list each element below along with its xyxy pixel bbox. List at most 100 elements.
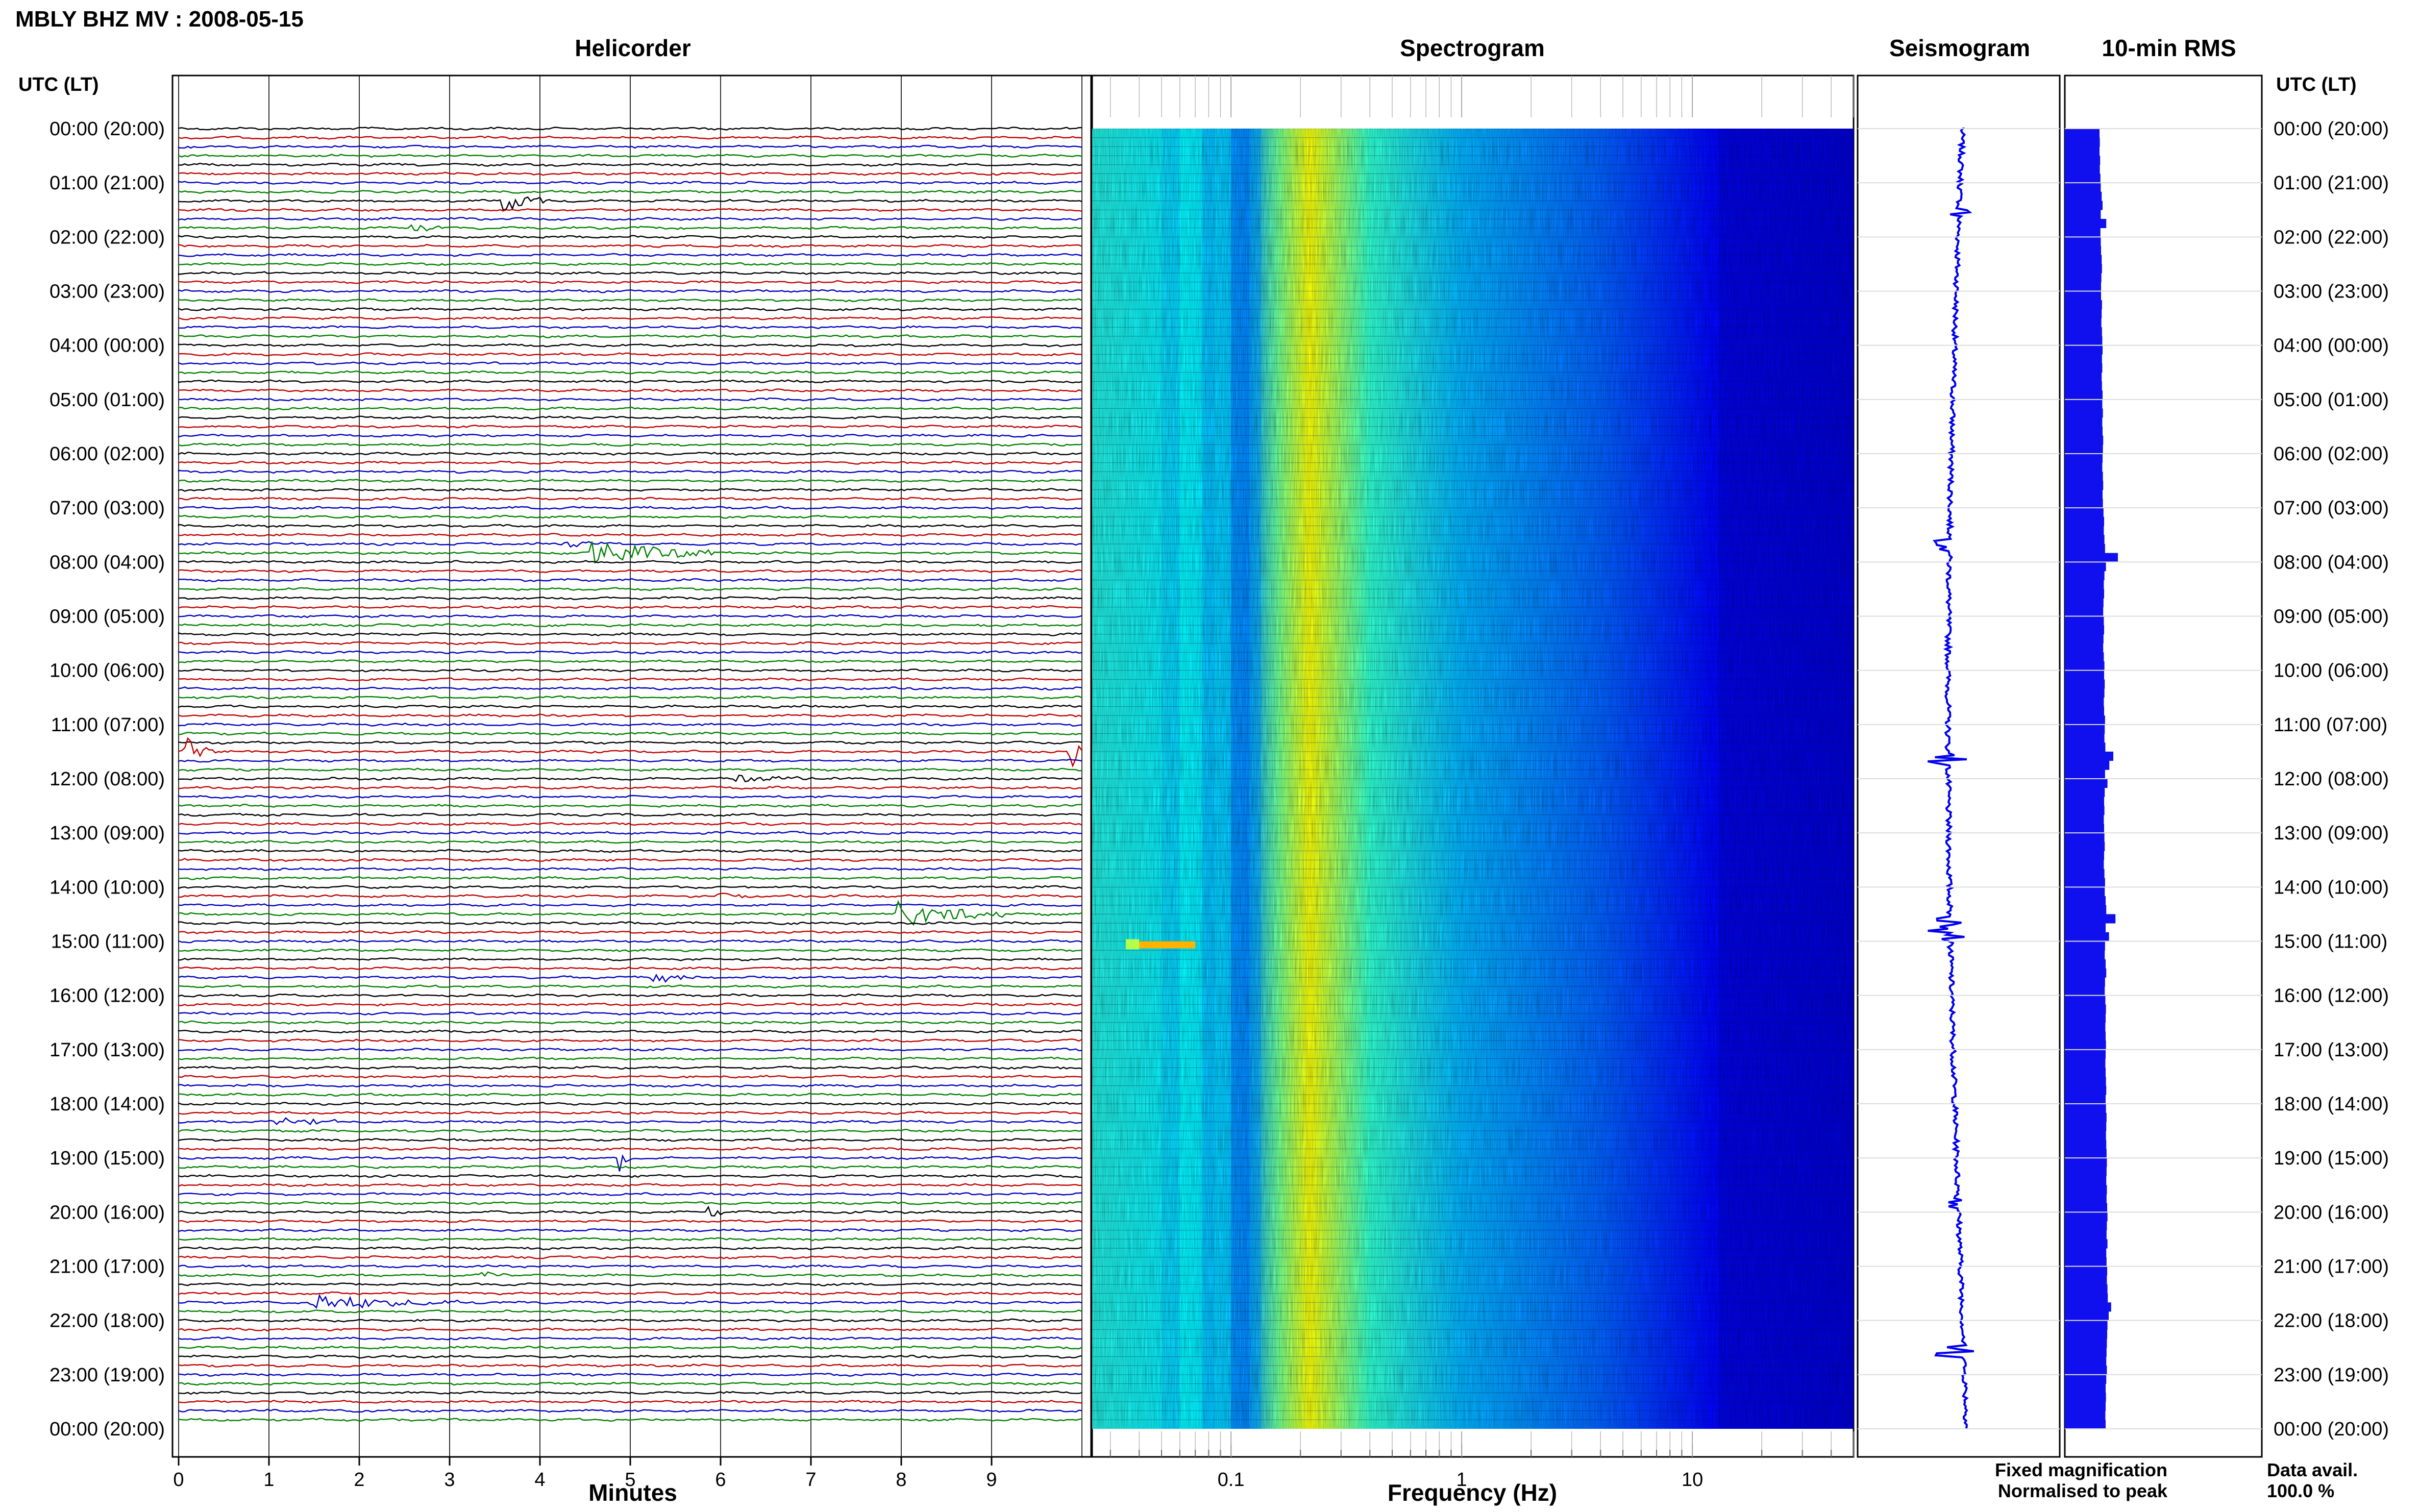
time-tick-right: 11:00 (07:00) [2274, 714, 2387, 736]
helicorder-trace [178, 541, 1082, 564]
rms-bar [2065, 282, 2101, 291]
rms-bar [2065, 1040, 2106, 1050]
frequency-tick-label: 10 [1682, 1469, 1703, 1491]
rms-bar [2065, 923, 2106, 933]
rms-bar [2065, 237, 2101, 246]
helicorder-trace [178, 379, 1082, 384]
helicorder-trace [178, 785, 1082, 790]
helicorder-trace [178, 722, 1082, 727]
helicorder-trace [178, 774, 1082, 782]
data-avail-value: 100.0 % [2267, 1480, 2334, 1501]
helicorder-x-tick-label: 2 [354, 1469, 364, 1491]
rms-bar [2065, 1284, 2108, 1294]
rms-bar [2065, 191, 2102, 201]
time-tick-right: 06:00 (02:00) [2274, 443, 2389, 465]
rms-bar [2065, 995, 2106, 1005]
helicorder-trace [178, 839, 1082, 844]
rms-bar [2065, 372, 2102, 382]
frequency-tick-label: 0.1 [1218, 1469, 1245, 1491]
rms-bar [2065, 1122, 2107, 1131]
rms-bar [2065, 535, 2105, 544]
time-tick-left: 15:00 (11:00) [51, 931, 165, 953]
rms-bar [2065, 481, 2104, 490]
time-tick-left: 12:00 (08:00) [50, 769, 165, 790]
rms-bar [2065, 1401, 2106, 1411]
helicorder-trace [178, 289, 1082, 293]
helicorder-trace [178, 695, 1082, 700]
rms-bar [2065, 1366, 2107, 1375]
time-tick-left: 19:00 (15:00) [50, 1148, 165, 1169]
time-axis-label-left: UTC (LT) [18, 74, 99, 95]
helicorder-trace [178, 993, 1082, 998]
rms-bar [2065, 724, 2105, 734]
rms-bar [2065, 156, 2101, 165]
helicorder-trace [178, 812, 1082, 817]
time-tick-right: 14:00 (10:00) [2274, 877, 2389, 898]
helicorder-trace [178, 804, 1082, 808]
helicorder-trace [178, 1364, 1082, 1368]
time-tick-right: 16:00 (12:00) [2274, 985, 2389, 1007]
rms-bar [2065, 1095, 2106, 1104]
helicorder-trace [178, 659, 1082, 663]
helicorder-x-tick-label: 0 [173, 1469, 184, 1491]
helicorder-trace [178, 361, 1082, 366]
helicorder-trace [178, 1327, 1082, 1332]
rms-bar [2065, 1257, 2107, 1267]
time-tick-right: 21:00 (17:00) [2274, 1256, 2389, 1278]
rms-bar [2065, 841, 2105, 851]
rms-bar [2065, 1131, 2106, 1141]
spectrogram-event-band [1139, 941, 1196, 949]
time-tick-left: 00:00 (20:00) [50, 118, 165, 140]
time-tick-left: 21:00 (17:00) [50, 1256, 165, 1278]
rms-bar [2065, 770, 2105, 779]
rms-bar [2065, 1420, 2106, 1429]
helicorder-trace [178, 1271, 1082, 1278]
spectrogram-xlabel: Frequency (Hz) [1388, 1479, 1557, 1506]
helicorder-trace [178, 316, 1082, 320]
rms-bar [2065, 246, 2101, 256]
rms-bar [2065, 508, 2104, 517]
rms-bar [2065, 1339, 2107, 1348]
time-ticks: 00:00 (20:00) 00:00 (20:00) 01:00 (21:00) 0… [50, 118, 2389, 1440]
rms-bar [2065, 679, 2105, 689]
helicorder-trace [178, 858, 1082, 862]
rms-bar [2065, 516, 2104, 526]
rms-bar [2065, 543, 2105, 554]
rms-bar [2065, 878, 2105, 887]
rms-bar [2065, 300, 2102, 310]
time-tick-left: 11:00 (07:00) [51, 714, 165, 736]
rms-bar [2065, 959, 2106, 969]
helicorder-x-tick-label: 7 [805, 1469, 816, 1491]
rms-bar [2065, 228, 2101, 237]
helicorder-trace [178, 533, 1082, 537]
rms-bar [2065, 661, 2105, 671]
time-tick-left: 13:00 (09:00) [50, 823, 165, 844]
rms-bar [2065, 1212, 2108, 1222]
rms-bar [2065, 733, 2105, 743]
helicorder-trace [178, 1399, 1082, 1404]
time-tick-right: 19:00 (15:00) [2274, 1148, 2389, 1169]
helicorder-trace [178, 1038, 1082, 1043]
legend-normalised-to-peak: Normalised to peak [1998, 1480, 2168, 1501]
rms-bar [2065, 851, 2104, 860]
rms-bar [2065, 273, 2102, 283]
rms-bar [2065, 1031, 2106, 1041]
station-title: MBLY BHZ MV : 2008-05-15 [15, 7, 304, 32]
spectrogram-highfreq-shade [1718, 129, 1854, 1429]
helicorder-trace [178, 1309, 1082, 1314]
rms-bar [2065, 1230, 2107, 1240]
helicorder-trace [178, 1047, 1082, 1052]
spectrogram-event-band [1126, 939, 1140, 950]
time-tick-left: 16:00 (12:00) [50, 985, 165, 1007]
time-tick-right: 08:00 (04:00) [2274, 552, 2389, 573]
helicorder-trace [178, 1183, 1082, 1187]
helicorder-trace [178, 171, 1082, 176]
helicorder-trace [178, 1228, 1082, 1232]
helicorder-trace [178, 1174, 1082, 1178]
rms-bar [2065, 634, 2104, 643]
helicorder-trace [178, 1372, 1082, 1377]
helicorder-trace [178, 876, 1082, 880]
rms-bar [2065, 905, 2107, 914]
helicorder-trace [178, 1345, 1082, 1350]
rms-bar [2065, 968, 2107, 978]
